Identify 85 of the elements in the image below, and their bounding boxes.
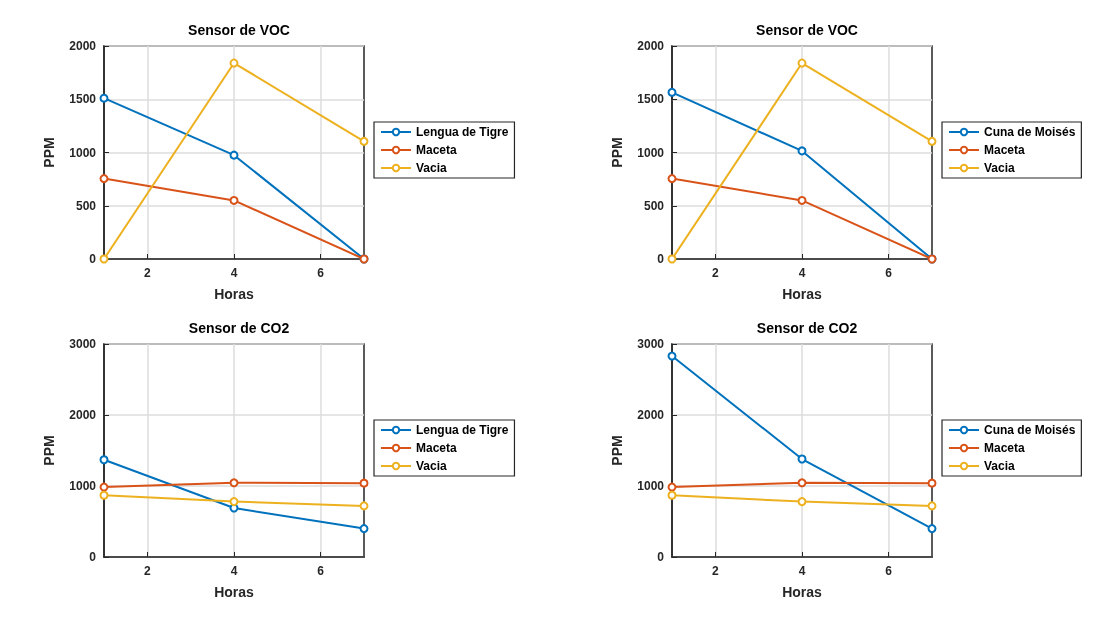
y-tick-label: 1000 bbox=[69, 479, 97, 493]
y-tick-label: 2000 bbox=[637, 408, 665, 422]
point bbox=[927, 136, 937, 146]
y-tick-label: 2000 bbox=[637, 39, 665, 53]
x-axis-title: Horas bbox=[782, 584, 823, 600]
point bbox=[927, 501, 937, 511]
point bbox=[797, 478, 807, 488]
x-tick-label: 4 bbox=[798, 564, 806, 578]
y-tick-label: 0 bbox=[657, 252, 665, 266]
point bbox=[99, 455, 109, 465]
y-axis-title: PPM bbox=[609, 435, 625, 466]
point bbox=[797, 146, 807, 156]
point bbox=[229, 195, 239, 205]
point bbox=[927, 524, 937, 534]
x-tick-label: 2 bbox=[143, 266, 151, 280]
legend-label: Maceta bbox=[984, 441, 1026, 455]
point bbox=[99, 482, 109, 492]
point bbox=[359, 136, 369, 146]
x-tick-label: 6 bbox=[317, 564, 325, 578]
chart-title: Sensor de CO2 bbox=[756, 320, 858, 336]
point bbox=[667, 87, 677, 97]
y-axis-title: PPM bbox=[41, 435, 57, 466]
legend-label: Lengua de Tigre bbox=[416, 125, 509, 139]
legend-label: Maceta bbox=[416, 441, 458, 455]
y-tick-label: 0 bbox=[89, 252, 97, 266]
point bbox=[667, 254, 677, 264]
chart-title: Sensor de VOC bbox=[756, 22, 858, 38]
legend-label: Vacia bbox=[984, 161, 1016, 175]
y-tick-label: 3000 bbox=[637, 337, 665, 351]
x-tick-label: 2 bbox=[143, 564, 151, 578]
point bbox=[359, 478, 369, 488]
point bbox=[229, 150, 239, 160]
x-axis-title: Horas bbox=[214, 584, 255, 600]
y-tick-label: 1000 bbox=[69, 145, 97, 160]
chart-title: Sensor de CO2 bbox=[188, 320, 290, 336]
point bbox=[667, 351, 677, 361]
y-axis-title: PPM bbox=[41, 137, 57, 168]
point bbox=[797, 195, 807, 205]
y-tick-label: 0 bbox=[657, 550, 665, 564]
y-tick-label: 500 bbox=[75, 198, 97, 213]
point bbox=[229, 497, 239, 507]
y-tick-label: 2000 bbox=[69, 408, 97, 422]
y-tick-label: 3000 bbox=[69, 337, 97, 351]
point bbox=[797, 497, 807, 507]
point bbox=[359, 524, 369, 534]
legend-label: Maceta bbox=[416, 143, 458, 157]
x-tick-label: 6 bbox=[317, 266, 325, 280]
x-axis-title: Horas bbox=[782, 286, 823, 302]
legend-label: Cuna de Moisés bbox=[984, 125, 1076, 139]
chart-title: Sensor de VOC bbox=[188, 22, 290, 38]
y-tick-label: 2000 bbox=[69, 39, 97, 53]
y-tick-label: 1500 bbox=[637, 92, 665, 107]
y-tick-label: 500 bbox=[643, 198, 665, 213]
point bbox=[667, 174, 677, 184]
point bbox=[229, 478, 239, 488]
legend-label: Vacia bbox=[416, 161, 448, 175]
point bbox=[667, 490, 677, 500]
y-tick-label: 1500 bbox=[69, 92, 97, 107]
legend-label: Cuna de Moisés bbox=[984, 423, 1076, 437]
x-tick-label: 4 bbox=[798, 266, 806, 280]
y-axis-title: PPM bbox=[609, 137, 625, 168]
point bbox=[927, 478, 937, 488]
x-tick-label: 4 bbox=[230, 564, 238, 578]
x-tick-label: 2 bbox=[711, 564, 719, 578]
legend-label: Vacia bbox=[416, 459, 448, 473]
legend-label: Vacia bbox=[984, 459, 1016, 473]
x-axis-title: Horas bbox=[214, 286, 255, 302]
legend-label: Lengua de Tigre bbox=[416, 423, 509, 437]
y-tick-label: 0 bbox=[89, 550, 97, 564]
point bbox=[797, 454, 807, 464]
x-tick-label: 6 bbox=[885, 564, 893, 578]
y-tick-label: 1000 bbox=[637, 479, 665, 493]
point bbox=[667, 482, 677, 492]
x-tick-label: 4 bbox=[230, 266, 238, 280]
point bbox=[99, 93, 109, 103]
x-tick-label: 2 bbox=[711, 266, 719, 280]
point bbox=[99, 254, 109, 264]
y-tick-label: 1000 bbox=[637, 145, 665, 160]
point bbox=[797, 58, 807, 68]
point bbox=[229, 58, 239, 68]
point bbox=[99, 174, 109, 184]
point bbox=[99, 490, 109, 500]
legend-label: Maceta bbox=[984, 143, 1026, 157]
point bbox=[359, 501, 369, 511]
x-tick-label: 6 bbox=[885, 266, 893, 280]
